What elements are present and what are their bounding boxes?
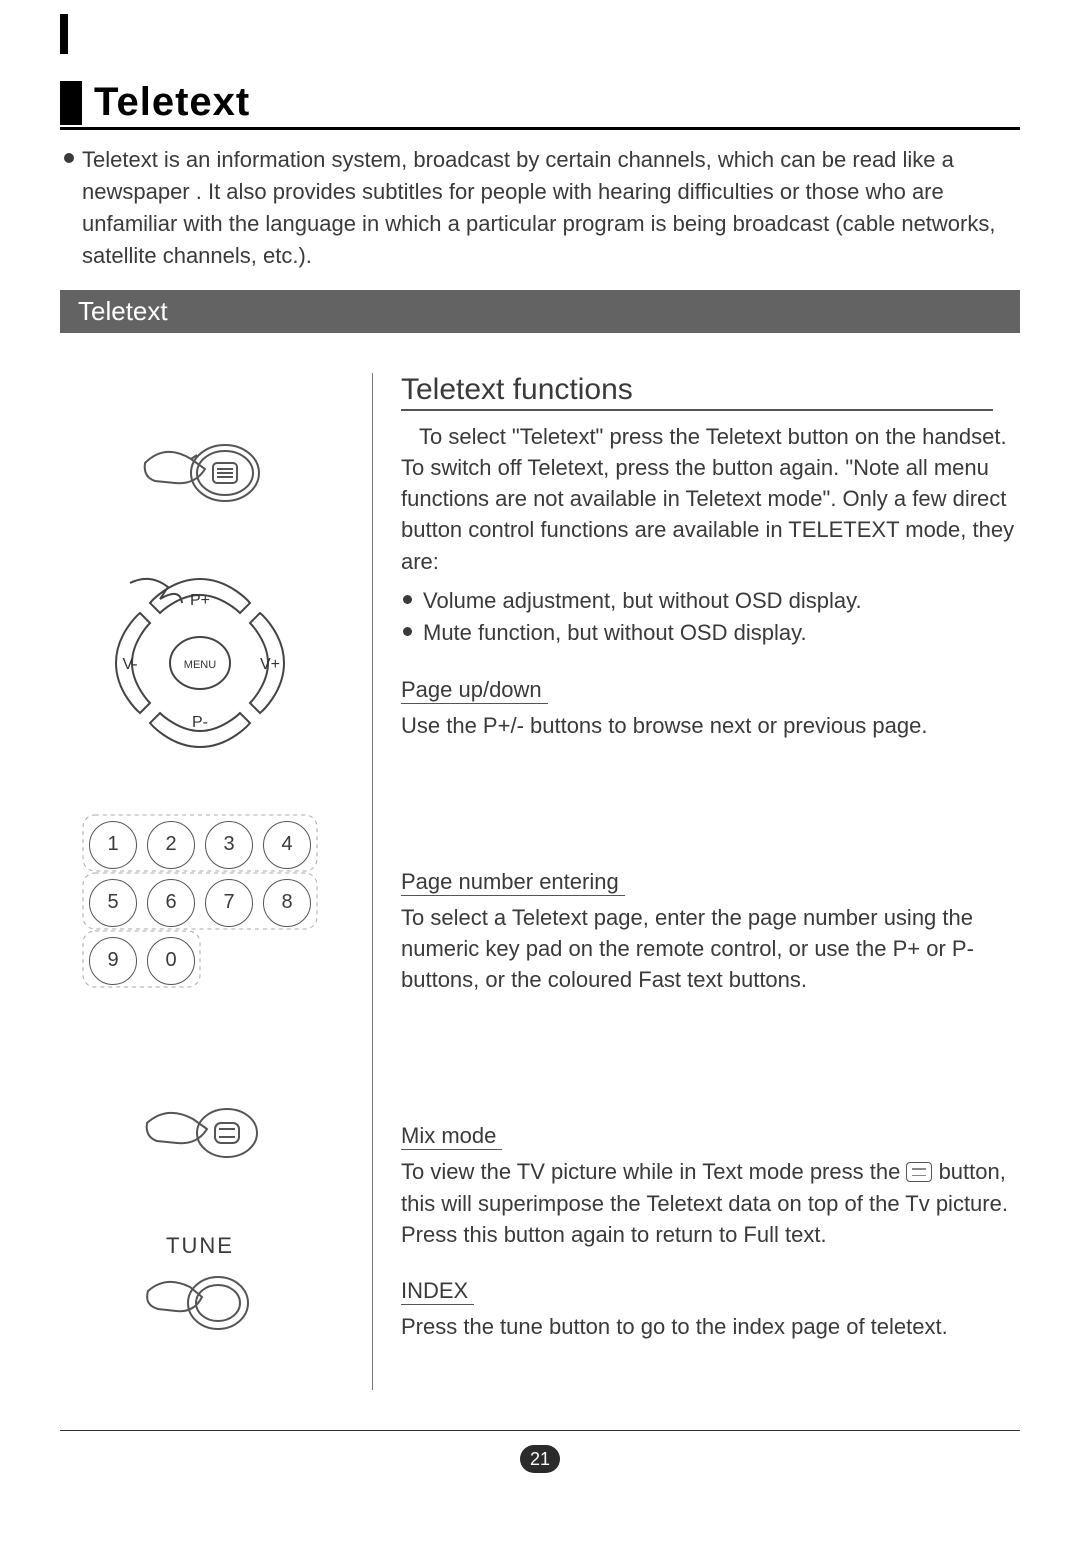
section-header: Teletext bbox=[60, 80, 1020, 130]
index-title: INDEX bbox=[401, 1278, 474, 1305]
page-number-badge: 21 bbox=[520, 1445, 560, 1473]
index-body: Press the tune button to go to the index… bbox=[401, 1311, 1020, 1342]
teletext-button-icon bbox=[906, 1162, 932, 1182]
title-block-icon bbox=[60, 81, 82, 125]
corner-mark bbox=[60, 14, 76, 54]
footer-rule bbox=[60, 1430, 1020, 1431]
functions-heading: Teletext functions bbox=[401, 373, 993, 411]
bullet-volume: Volume adjustment, but without OSD displ… bbox=[401, 585, 1020, 617]
hand-press-teletext-icon bbox=[135, 433, 265, 513]
keypad-2: 2 bbox=[147, 821, 195, 869]
keypad-6: 6 bbox=[147, 879, 195, 927]
page-updown-title: Page up/down bbox=[401, 677, 548, 704]
hand-press-mix-icon bbox=[135, 1093, 265, 1173]
keypad-7: 7 bbox=[205, 879, 253, 927]
subsection-bar: Teletext bbox=[60, 290, 1020, 333]
keypad-0: 0 bbox=[147, 937, 195, 985]
dpad-down-label: P- bbox=[192, 714, 208, 731]
keypad-1: 1 bbox=[89, 821, 137, 869]
keypad-4: 4 bbox=[263, 821, 311, 869]
bullet-mute: Mute function, but without OSD display. bbox=[401, 617, 1020, 649]
dpad-center-label: MENU bbox=[184, 659, 216, 671]
tune-diagram: TUNE bbox=[140, 1233, 260, 1342]
content-columns: P+ P- V- V+ MENU 1 2 3 4 5 6 7 8 bbox=[60, 373, 1020, 1391]
dpad-up-label: P+ bbox=[190, 592, 210, 609]
keypad-8: 8 bbox=[263, 879, 311, 927]
page-updown-body: Use the P+/- buttons to browse next or p… bbox=[401, 710, 1020, 741]
functions-intro: To select "Teletext" press the Teletext … bbox=[401, 421, 1020, 577]
illustration-column: P+ P- V- V+ MENU 1 2 3 4 5 6 7 8 bbox=[60, 373, 340, 1391]
numeric-keypad-diagram: 1 2 3 4 5 6 7 8 9 0 bbox=[81, 813, 319, 993]
intro-paragraph: Teletext is an information system, broad… bbox=[70, 144, 1020, 272]
dpad-diagram: P+ P- V- V+ MENU bbox=[110, 573, 290, 753]
dpad-left-label: V- bbox=[122, 656, 137, 673]
keypad-3: 3 bbox=[205, 821, 253, 869]
tune-label: TUNE bbox=[140, 1233, 260, 1259]
page-title: Teletext bbox=[94, 80, 250, 125]
text-column: Teletext functions To select "Teletext" … bbox=[372, 373, 1020, 1391]
mix-mode-pre: To view the TV picture while in Text mod… bbox=[401, 1159, 906, 1184]
keypad-5: 5 bbox=[89, 879, 137, 927]
mix-mode-title: Mix mode bbox=[401, 1123, 502, 1150]
dpad-right-label: V+ bbox=[260, 656, 280, 673]
page-number-entering-body: To select a Teletext page, enter the pag… bbox=[401, 902, 1020, 996]
keypad-9: 9 bbox=[89, 937, 137, 985]
mix-mode-body: To view the TV picture while in Text mod… bbox=[401, 1156, 1020, 1250]
page-number-entering-title: Page number entering bbox=[401, 869, 625, 896]
